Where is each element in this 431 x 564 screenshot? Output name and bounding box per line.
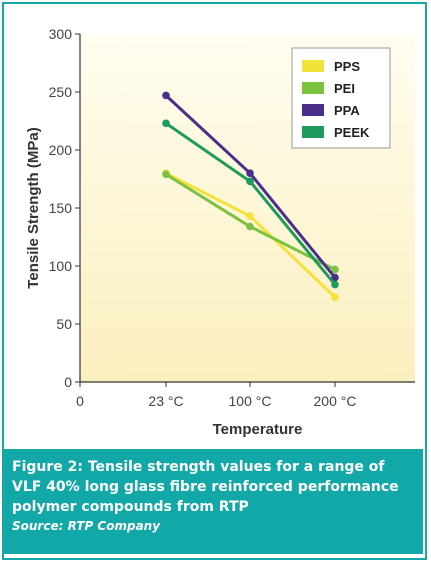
x-tick-label: 0 bbox=[76, 393, 84, 409]
y-tick-label: 100 bbox=[49, 258, 73, 274]
y-tick-label: 300 bbox=[49, 26, 73, 42]
legend: PPS PEI PPA PEEK bbox=[291, 47, 391, 149]
data-point-pei bbox=[331, 265, 339, 274]
legend-swatch bbox=[302, 82, 324, 94]
legend-label: PEI bbox=[334, 81, 355, 96]
axes: 0 50 100 150 200 250 300 0 23 °C 100 °C 200 °C Temp… bbox=[25, 26, 415, 438]
figure-caption: Figure 2: Tensile strength values for a … bbox=[4, 449, 423, 554]
caption-title: Figure 2: Tensile strength values for a … bbox=[12, 459, 399, 515]
legend-swatch bbox=[302, 60, 324, 72]
data-point-ppa bbox=[246, 169, 254, 177]
legend-swatch bbox=[302, 104, 324, 116]
series-pei bbox=[162, 170, 339, 274]
tensile-strength-chart: 0 50 100 150 200 250 300 0 23 °C 100 °C 200 °C Temp… bbox=[25, 26, 415, 438]
series-layer bbox=[162, 91, 339, 302]
y-tick-label: 200 bbox=[49, 142, 73, 158]
data-point-ppa bbox=[331, 273, 339, 282]
series-peek bbox=[162, 119, 339, 289]
x-tick-label: 200 °C bbox=[314, 393, 357, 409]
data-point-peek bbox=[246, 177, 254, 186]
legend-label: PEEK bbox=[334, 125, 370, 140]
y-tick-label: 250 bbox=[49, 84, 73, 100]
legend-label: PPS bbox=[334, 59, 360, 74]
x-tick-label: 100 °C bbox=[229, 393, 272, 409]
legend-label: PPA bbox=[334, 103, 360, 118]
y-tick-label: 150 bbox=[49, 200, 73, 216]
data-point-peek bbox=[331, 280, 339, 289]
data-point-pei bbox=[246, 222, 254, 231]
data-point-ppa bbox=[162, 91, 170, 100]
series-ppa bbox=[162, 91, 339, 282]
y-tick-label: 0 bbox=[64, 374, 72, 390]
caption-source: Source: RTP Company bbox=[12, 519, 161, 533]
y-tick-label: 50 bbox=[56, 316, 72, 332]
data-point-peek bbox=[162, 119, 170, 128]
x-tick-label: 23 °C bbox=[148, 393, 183, 409]
data-point-pei bbox=[162, 170, 170, 179]
legend-swatch bbox=[302, 126, 324, 138]
data-point-pps bbox=[331, 293, 339, 302]
data-point-pps bbox=[246, 212, 254, 220]
y-axis-title: Tensile Strength (MPa) bbox=[25, 127, 42, 288]
x-axis-title: Temperature bbox=[213, 421, 303, 438]
